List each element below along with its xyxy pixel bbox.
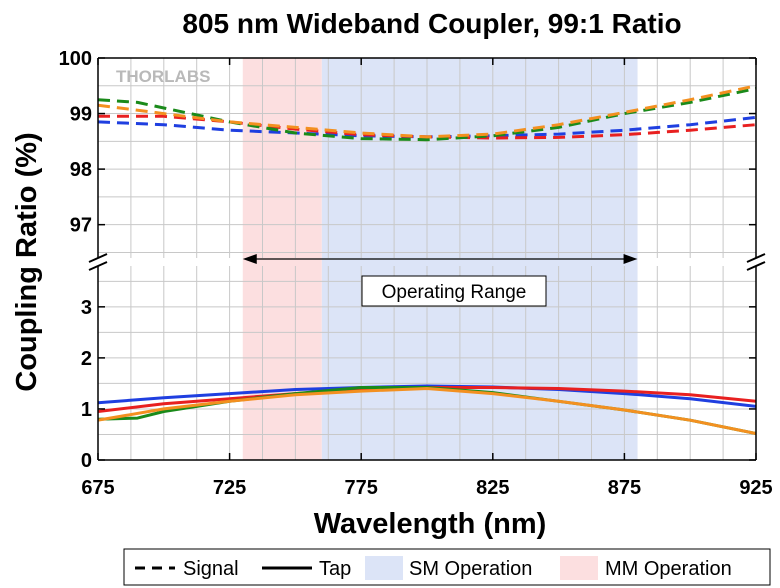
legend-sm-label: SM Operation — [409, 558, 532, 580]
x-tick-label: 675 — [81, 477, 114, 499]
axis-break-mark — [746, 253, 766, 263]
y-tick-label-upper: 99 — [70, 104, 92, 126]
legend-mm-swatch — [560, 556, 598, 580]
y-tick-label-upper: 98 — [70, 159, 92, 181]
y-tick-label-lower: 2 — [81, 348, 92, 370]
y-axis-label: Coupling Ratio (%) — [11, 132, 43, 391]
arrow-head-right — [623, 254, 638, 264]
y-tick-label-lower: 1 — [81, 399, 92, 421]
y-tick-label-lower: 0 — [81, 450, 92, 472]
plot-frame — [88, 57, 766, 461]
y-tick-label-lower: 3 — [81, 297, 92, 319]
x-tick-label: 825 — [476, 477, 509, 499]
legend-tap-label: Tap — [319, 558, 351, 580]
x-tick-label: 875 — [608, 477, 641, 499]
legend-signal-label: Signal — [183, 558, 239, 580]
operating-range-annotation: Operating Range — [242, 254, 638, 307]
y-tick-label-upper: 97 — [70, 215, 92, 237]
arrow-head-left — [242, 254, 257, 264]
operating-range-box — [361, 275, 547, 307]
chart-title: 805 nm Wideband Coupler, 99:1 Ratio — [182, 8, 681, 39]
legend: Signal Tap SM Operation MM Operation — [123, 548, 771, 586]
x-tick-label: 725 — [213, 477, 246, 499]
legend-sm-swatch — [365, 556, 403, 580]
axis-break-mark — [746, 261, 766, 271]
x-tick-label: 925 — [739, 477, 772, 499]
legend-box — [123, 548, 771, 586]
x-axis-ticks: 675 725 775 825 875 925 — [81, 58, 773, 499]
y-axis-ticks: 97 98 99 100 0 1 2 3 — [59, 48, 756, 472]
axis-break-mark — [88, 261, 108, 271]
series-line-upper-dashed-3 — [98, 84, 756, 139]
thorlabs-watermark: THORLABS — [116, 67, 210, 86]
series-line-lower-solid-7 — [98, 387, 756, 435]
x-axis-label: Wavelength (nm) — [314, 508, 547, 540]
data-series — [98, 84, 756, 435]
axis-break-mark — [88, 253, 108, 263]
axis-break-gap — [747, 259, 765, 265]
legend-mm-label: MM Operation — [605, 558, 732, 580]
x-tick-label: 775 — [345, 477, 378, 499]
operating-range-label: Operating Range — [382, 282, 527, 303]
y-tick-label-upper: 100 — [59, 48, 92, 70]
axis-break-gap — [89, 259, 107, 265]
